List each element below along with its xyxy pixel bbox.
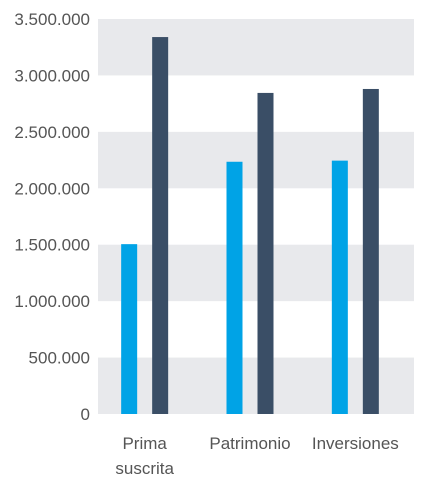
bar-series-1 — [121, 244, 138, 414]
bar-series-2 — [152, 37, 169, 415]
x-category-label: Patrimonio — [209, 434, 290, 453]
y-tick-label: 1.000.000 — [14, 292, 90, 311]
x-category-label: Prima — [122, 434, 167, 453]
y-tick-label: 0 — [81, 405, 90, 424]
grid-band — [98, 19, 414, 76]
y-tick-label: 3.000.000 — [14, 66, 90, 85]
grid-band — [98, 131, 414, 189]
grid-band — [98, 244, 414, 302]
x-category-label: Inversiones — [312, 434, 399, 453]
x-category-label: suscrita — [115, 459, 174, 478]
y-axis-tick-labels: 0 500.000 1.000.000 1.500.000 2.000.000 2.500… — [14, 10, 90, 424]
bar-series-2 — [362, 88, 379, 414]
bars — [121, 37, 379, 415]
bar-series-1 — [226, 161, 243, 414]
bar-series-1 — [331, 160, 348, 414]
y-tick-label: 1.500.000 — [14, 236, 90, 255]
y-tick-label: 2.500.000 — [14, 123, 90, 142]
y-tick-label: 500.000 — [29, 349, 90, 368]
grid-bands — [98, 19, 414, 414]
y-tick-label: 3.500.000 — [14, 10, 90, 29]
x-axis-category-labels: Prima suscrita Patrimonio Inversiones — [115, 434, 398, 478]
bar-series-2 — [257, 92, 274, 415]
grid-band — [98, 357, 414, 414]
y-tick-label: 2.000.000 — [14, 179, 90, 198]
